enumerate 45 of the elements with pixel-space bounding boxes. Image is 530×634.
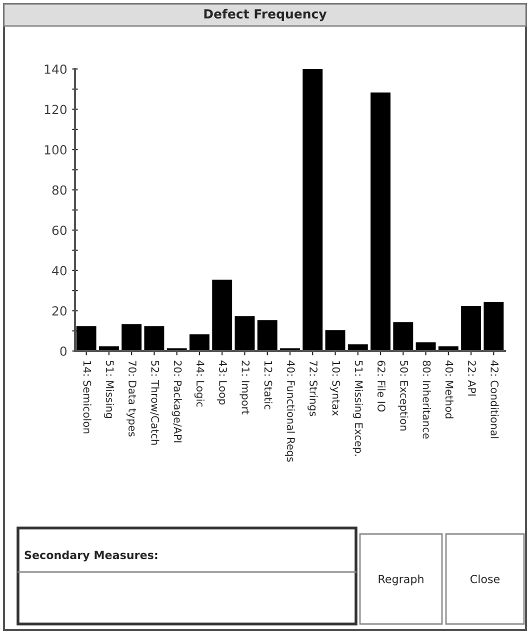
text: Close — [470, 574, 500, 584]
bar — [393, 322, 414, 351]
y-tick-label: 20 — [52, 306, 67, 316]
bar — [461, 306, 482, 351]
text: Regraph — [378, 574, 424, 586]
x-tick-label: 40: Functional Reqs — [284, 360, 296, 462]
x-tick-label: 51: Missing Excep. — [352, 360, 363, 456]
bar — [302, 69, 323, 351]
x-tick-label: 72: Strings — [308, 360, 318, 416]
bar — [257, 320, 278, 351]
bar — [212, 280, 232, 351]
bar — [325, 330, 346, 351]
x-tick-label: 70: Data types — [126, 360, 136, 436]
x-tick-label: 50: Exception — [398, 360, 408, 430]
x-tick-label: 14: Semicolon — [83, 361, 92, 434]
x-tick-label: 42: Conditional — [490, 360, 499, 438]
y-tick-label: 140 — [44, 64, 67, 74]
bar — [190, 334, 210, 351]
x-tick-label: 40: Method — [445, 360, 454, 418]
text: Secondary Measures: — [24, 550, 158, 562]
x-tick-label: 12: Static — [264, 361, 272, 410]
y-tick-label: 40 — [52, 266, 67, 276]
x-tick-label: 21: Import — [240, 360, 250, 414]
bar — [144, 326, 164, 351]
bar — [234, 316, 255, 351]
x-tick-label: 51: Missing — [104, 360, 114, 418]
x-tick-label: 10: Syntax — [330, 361, 340, 416]
bar — [122, 324, 142, 351]
bar — [370, 92, 390, 351]
x-tick-label: 44: Logic — [194, 360, 205, 407]
x-tick-label: 20: Package/API — [172, 360, 182, 442]
y-tick-label: 60 — [52, 226, 67, 236]
x-tick-label: 62: File IO — [378, 360, 386, 412]
y-tick-label: 100 — [44, 145, 67, 154]
x-tick-label: 22: API — [468, 360, 476, 396]
x-tick-label: 80: Inheritance — [422, 360, 431, 439]
bar — [76, 326, 96, 351]
y-tick-label: 120 — [44, 104, 67, 114]
chart-title: Defect Frequency — [204, 8, 327, 22]
bar — [484, 302, 504, 351]
x-tick-label: 52: Throw/Catch — [150, 360, 160, 445]
bar — [416, 342, 436, 351]
y-tick-label: 80 — [52, 185, 67, 195]
x-tick-label: 43: Loop — [217, 360, 227, 405]
y-tick-label: 0 — [60, 346, 67, 356]
